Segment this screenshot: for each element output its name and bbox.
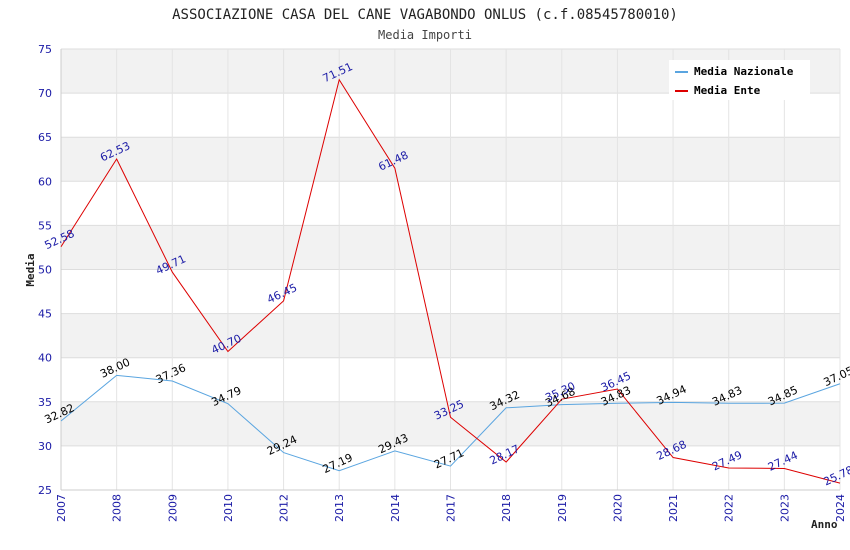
x-tick-label: 2007 [55,494,68,522]
y-tick-label: 35 [38,396,52,409]
x-tick-label: 2008 [111,494,124,522]
series-line-media-ente [60,78,841,484]
y-tick-label: 25 [38,484,52,497]
y-axis-label: Media [24,253,37,286]
x-tick-label: 2010 [222,494,235,522]
x-tick-label: 2013 [333,494,346,522]
x-tick-label: 2024 [834,494,847,522]
y-tick-label: 75 [38,43,52,56]
x-tick-label: 2018 [500,494,513,522]
chart-title: ASSOCIAZIONE CASA DEL CANE VAGABONDO ONL… [172,7,678,23]
x-axis-label: Anno [811,518,838,531]
y-tick-label: 65 [38,131,52,144]
y-tick-label: 70 [38,87,52,100]
y-tick-label: 40 [38,352,52,365]
x-tick-label: 2019 [556,494,569,522]
y-tick-label: 50 [38,264,52,277]
series-line-media-nazionale [60,374,841,472]
x-tick-label: 2020 [611,494,624,522]
axes [60,49,840,491]
x-tick-label: 2014 [389,494,402,522]
y-tick-labels: 25 30 35 40 45 50 55 60 65 70 75 [38,43,52,497]
x-tick-label: 2017 [445,494,458,522]
x-tick-label: 2012 [278,494,291,522]
legend: Media Nazionale Media Ente [669,60,810,100]
legend-box [669,60,810,100]
y-tick-label: 45 [38,308,52,321]
y-tick-label: 30 [38,440,52,453]
legend-label-media-ente: Media Ente [694,84,761,97]
chart-subtitle: Media Importi [378,28,472,42]
x-tick-label: 2022 [723,494,736,522]
y-tick-label: 55 [38,219,52,232]
x-tick-label: 2009 [166,494,179,522]
x-tick-label: 2021 [667,494,680,522]
series-lines [60,78,841,484]
x-tick-labels: 2007 2008 2009 2010 2012 2013 2014 2017 2018 2019… [55,494,847,522]
y-tick-label: 60 [38,175,52,188]
x-tick-label: 2023 [778,494,791,522]
legend-label-media-nazionale: Media Nazionale [694,65,794,78]
